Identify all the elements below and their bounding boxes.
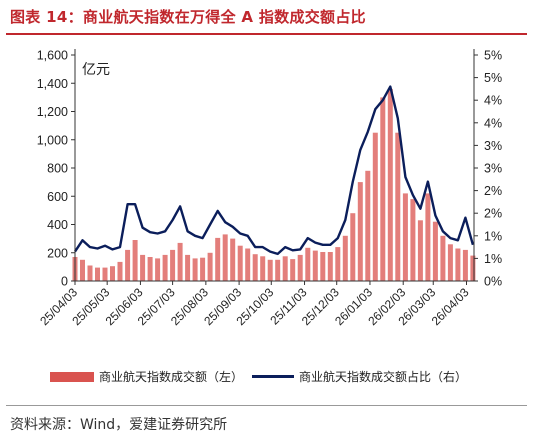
y-left-tick-label-4: 800 <box>47 162 68 176</box>
bar-26 <box>267 259 273 281</box>
bar-37 <box>350 213 356 281</box>
bar-23 <box>245 248 251 281</box>
y-right-tick-label-1: 1% <box>484 252 502 266</box>
bar-16 <box>192 258 198 281</box>
y-right-tick-label-5: 3% <box>484 162 502 176</box>
bar-30 <box>297 254 303 281</box>
bar-28 <box>282 256 288 281</box>
bar-18 <box>207 252 213 282</box>
bar-1 <box>80 259 85 281</box>
bar-42 <box>387 88 393 282</box>
bar-32 <box>312 250 318 281</box>
y-right-tick-label-7: 4% <box>484 116 502 130</box>
bar-9 <box>140 254 146 281</box>
bar-44 <box>402 193 408 281</box>
y-left-tick-label-7: 1,400 <box>37 77 68 91</box>
bar-17 <box>200 257 206 281</box>
bar-27 <box>275 259 281 281</box>
source-divider <box>6 405 527 406</box>
bar-35 <box>335 247 341 281</box>
bar-2 <box>87 265 93 281</box>
x-tick-label-12: 26/04/03 <box>429 285 472 328</box>
y-left-tick-label-3: 600 <box>47 190 68 204</box>
bar-5 <box>110 266 115 281</box>
bar-13 <box>170 249 176 281</box>
y-right-tick-label-4: 2% <box>484 184 502 198</box>
bar-12 <box>162 254 168 281</box>
bar-31 <box>305 247 311 281</box>
bar-46 <box>417 220 423 281</box>
bar-53 <box>470 255 476 281</box>
bar-8 <box>132 240 138 281</box>
bar-24 <box>252 254 258 281</box>
y-right-tick-label-9: 5% <box>484 71 502 85</box>
bar-19 <box>215 237 221 281</box>
bar-4 <box>102 267 108 281</box>
bar-52 <box>462 249 468 281</box>
legend-item-bar: 商业航天指数成交额（左） <box>50 368 243 385</box>
legend-line-label: 商业航天指数成交额占比（右） <box>299 370 468 384</box>
y-right-tick-label-6: 3% <box>484 139 502 153</box>
bar-3 <box>95 267 100 281</box>
bar-14 <box>177 242 183 281</box>
bar-38 <box>357 182 363 281</box>
bar-10 <box>147 257 153 281</box>
bar-33 <box>320 252 326 281</box>
bar-45 <box>410 199 416 281</box>
ratio-line <box>74 85 475 256</box>
chart-title: 图表 14：商业航天指数在万得全 A 指数成交额占比 <box>10 8 366 26</box>
y-right-tick-label-3: 2% <box>484 207 502 221</box>
y-left-tick-label-5: 1,000 <box>37 133 68 147</box>
bar-22 <box>237 245 243 281</box>
legend-item-line: 商业航天指数成交额占比（右） <box>252 368 467 385</box>
bar-6 <box>117 261 123 281</box>
title-divider <box>6 33 527 35</box>
y-left-tick-label-1: 200 <box>47 246 68 260</box>
bar-20 <box>222 234 228 281</box>
legend-bar-label: 商业航天指数成交额（左） <box>99 370 244 384</box>
bar-29 <box>290 259 296 281</box>
bar-34 <box>327 252 333 281</box>
bar-40 <box>372 132 378 281</box>
bar-15 <box>185 254 191 281</box>
bar-36 <box>342 235 348 281</box>
bar-7 <box>125 249 131 281</box>
y-right-tick-label-0: 0% <box>484 275 502 289</box>
y-right-tick-label-8: 4% <box>484 94 502 108</box>
y-left-tick-label-0: 0 <box>61 275 68 289</box>
bar-41 <box>380 97 386 282</box>
y-axis-unit-label: 亿元 <box>82 62 110 78</box>
y-left-tick-label-2: 400 <box>47 218 68 232</box>
bar-48 <box>432 221 438 281</box>
legend-bar-swatch <box>50 371 94 382</box>
bar-25 <box>260 256 266 281</box>
bar-51 <box>455 248 461 281</box>
y-right-tick-label-10: 5% <box>484 49 502 63</box>
y-left-tick-label-6: 1,200 <box>37 105 68 119</box>
legend-line-swatch <box>252 375 294 378</box>
source-note: 资料来源：Wind，爱建证券研究所 <box>10 417 228 433</box>
bar-21 <box>230 238 236 281</box>
bar-47 <box>425 193 431 281</box>
bar-49 <box>440 235 446 281</box>
bar-11 <box>155 258 161 281</box>
bar-50 <box>447 244 453 281</box>
bar-39 <box>365 170 371 281</box>
y-left-tick-label-8: 1,600 <box>37 49 68 63</box>
bar-43 <box>395 132 401 281</box>
y-right-tick-label-2: 1% <box>484 229 502 243</box>
